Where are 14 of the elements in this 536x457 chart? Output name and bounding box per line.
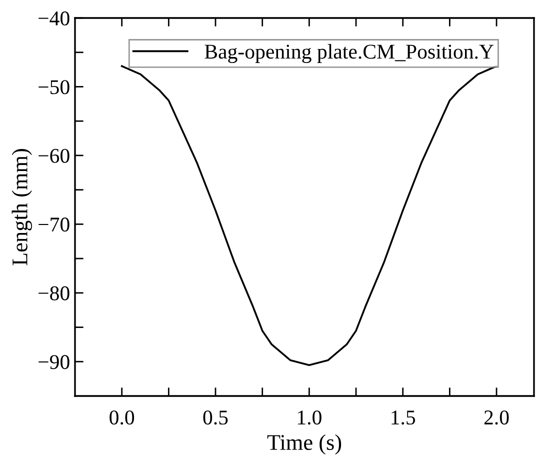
y-tick-label: −40 <box>38 11 70 26</box>
x-axis-title: Time (s) <box>267 434 342 454</box>
legend-label: Bag-opening plate.CM_Position.Y <box>204 44 494 63</box>
x-tick-label: 1.0 <box>298 410 322 425</box>
y-tick-label: −60 <box>38 148 70 163</box>
y-axis-title: Length (mm) <box>12 149 32 266</box>
y-tick-label: −70 <box>38 218 70 232</box>
x-tick-label: 1.5 <box>392 410 416 425</box>
y-tick-label: −90 <box>38 355 70 370</box>
x-tick-label: 2.0 <box>484 410 509 425</box>
x-tick-label: 0.5 <box>203 410 228 425</box>
x-tick-label: 0.0 <box>110 410 134 425</box>
y-tick-label: −50 <box>38 80 70 94</box>
y-tick-label: −80 <box>38 286 70 300</box>
